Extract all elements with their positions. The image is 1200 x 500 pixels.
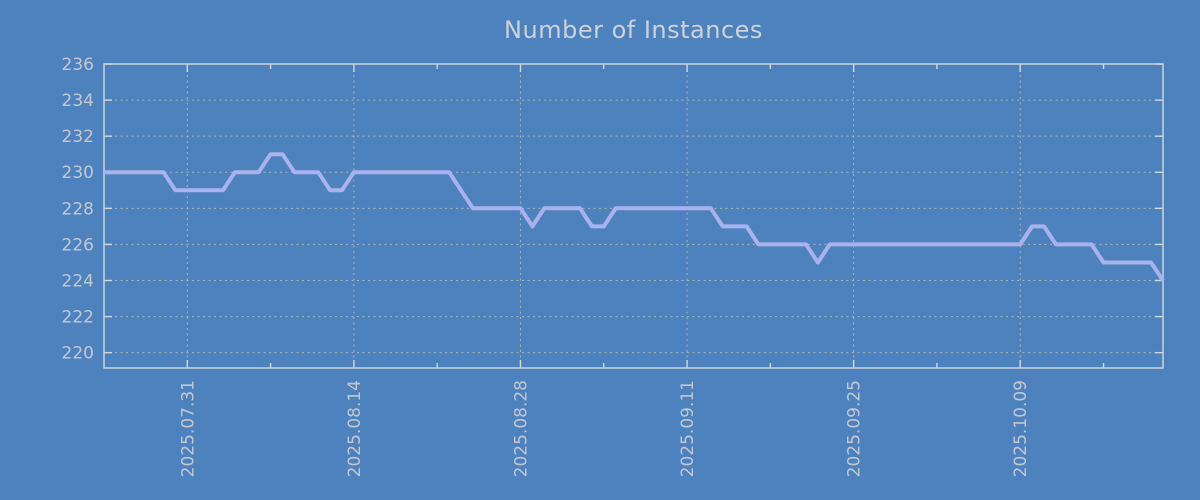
chart-title: Number of Instances — [504, 16, 763, 44]
instances-line — [104, 152, 1165, 282]
plot-frame — [103, 63, 1164, 369]
y-tick-label: 228 — [62, 199, 94, 219]
y-tick-label: 220 — [62, 344, 94, 364]
x-tick-label: 2025.08.14 — [345, 380, 365, 477]
y-tick-label: 236 — [62, 55, 94, 75]
x-tick-label: 2025.09.25 — [845, 380, 865, 477]
x-tick-label: 2025.08.28 — [511, 380, 531, 477]
y-tick-label: 224 — [62, 271, 94, 291]
x-tick-label: 2025.09.11 — [678, 380, 698, 477]
y-tick-label: 222 — [62, 308, 94, 328]
y-tick-label: 232 — [62, 127, 94, 147]
y-tick-label: 226 — [62, 235, 94, 255]
x-tick-label: 2025.07.31 — [178, 380, 198, 477]
x-tick-label: 2025.10.09 — [1011, 380, 1031, 477]
y-tick-label: 230 — [62, 163, 94, 183]
y-tick-label: 234 — [62, 91, 94, 111]
